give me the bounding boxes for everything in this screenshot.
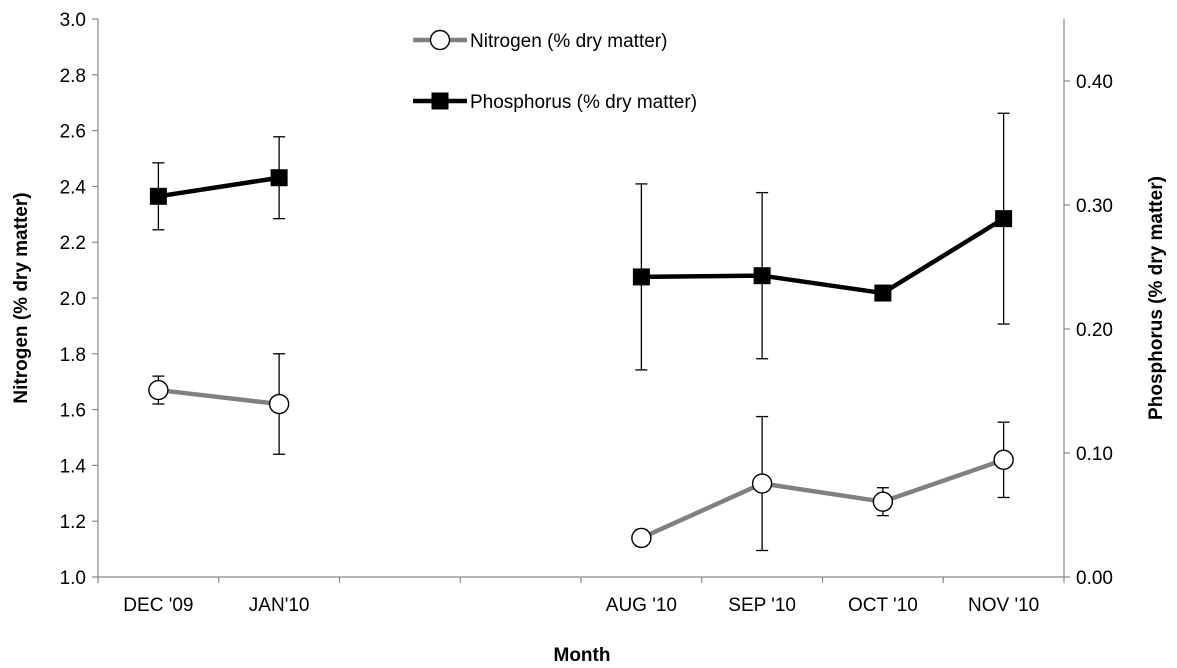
x-tick-label: NOV '10 xyxy=(968,595,1039,616)
data-point xyxy=(148,379,169,401)
legend-entry: Nitrogen (% dry matter) xyxy=(413,29,667,52)
legend: Nitrogen (% dry matter) Phosphorus (% dry… xyxy=(413,29,697,113)
data-point xyxy=(874,284,892,302)
series-line xyxy=(158,175,280,199)
right-tick-label: 0.00 xyxy=(1076,568,1113,589)
data-point xyxy=(872,491,894,512)
left-y-ticks: 1.0 1.2 1.4 1.6 1.8 2.0 2.2 2.4 2.6 2.8 3.0 xyxy=(60,10,98,589)
legend-entry: Phosphorus (% dry matter) xyxy=(413,92,697,113)
series-line xyxy=(641,216,1005,296)
x-tick-label: SEP '10 xyxy=(728,595,796,616)
data-point xyxy=(631,527,652,549)
left-tick-label: 2.8 xyxy=(60,66,86,87)
right-y-axis-title: Phosphorus (% dry matter) xyxy=(1146,176,1167,420)
left-tick-label: 2.0 xyxy=(60,289,86,310)
left-tick-label: 1.8 xyxy=(60,345,86,366)
series-line xyxy=(640,457,1005,540)
left-tick-label: 1.6 xyxy=(60,401,86,422)
data-point xyxy=(751,473,773,494)
data-point xyxy=(995,210,1013,228)
data-point xyxy=(149,187,167,205)
right-tick-label: 0.10 xyxy=(1076,444,1113,465)
x-axis-title: Month xyxy=(554,645,611,666)
data-point xyxy=(632,268,650,286)
right-tick-label: 0.30 xyxy=(1076,196,1113,217)
legend-label: Nitrogen (% dry matter) xyxy=(470,31,667,52)
x-tick-label: JAN'10 xyxy=(249,595,310,616)
left-tick-label: 2.6 xyxy=(60,122,86,143)
data-point xyxy=(753,267,771,285)
left-tick-label: 3.0 xyxy=(60,10,86,31)
series-line xyxy=(158,387,280,407)
left-tick-label: 2.2 xyxy=(60,233,86,254)
x-ticks: DEC '09 JAN'10 AUG '10 SEP '10 OCT '10 NOV '1… xyxy=(97,577,1065,616)
right-tick-label: 0.40 xyxy=(1076,72,1113,93)
left-y-axis-title: Nitrogen (% dry matter) xyxy=(11,192,32,403)
series-layer xyxy=(148,112,1014,552)
nitrogen-series xyxy=(148,353,1014,552)
data-point xyxy=(270,169,288,187)
x-tick-label: AUG '10 xyxy=(606,595,677,616)
legend-label: Phosphorus (% dry matter) xyxy=(470,92,697,113)
left-tick-label: 1.2 xyxy=(60,512,86,533)
left-tick-label: 1.4 xyxy=(60,456,87,477)
legend-marker xyxy=(429,29,451,51)
x-tick-label: OCT '10 xyxy=(848,595,918,616)
x-tick-label: DEC '09 xyxy=(123,595,193,616)
legend-marker xyxy=(431,92,449,110)
phosphorus-series xyxy=(149,112,1013,371)
right-tick-label: 0.20 xyxy=(1076,320,1113,341)
data-point xyxy=(268,393,290,415)
left-tick-label: 1.0 xyxy=(60,568,86,589)
left-tick-label: 2.4 xyxy=(60,177,87,198)
right-y-ticks: 0.00 0.10 0.20 0.30 0.40 xyxy=(1064,72,1113,589)
data-point xyxy=(993,449,1014,471)
